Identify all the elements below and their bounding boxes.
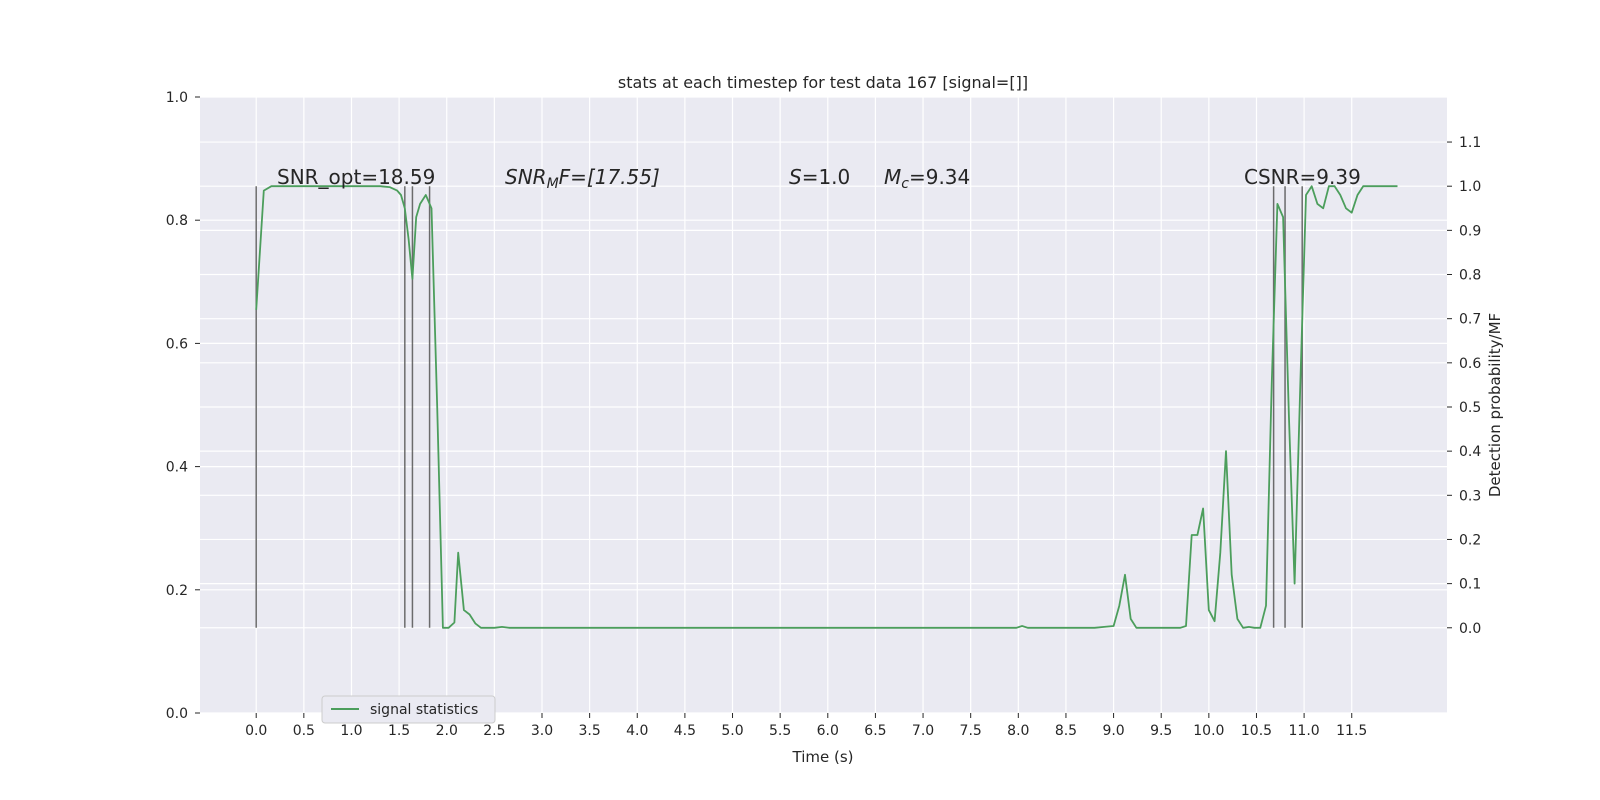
annotation-snr-mf: SNRMF=[17.55] <box>505 165 660 192</box>
y2-tick-label: 0.0 <box>1459 621 1481 637</box>
legend-box <box>321 695 496 724</box>
x-tick-label: 0.0 <box>245 723 267 739</box>
x-tick-label: 8.0 <box>1007 723 1029 739</box>
x-tick-label: 5.0 <box>721 723 743 739</box>
y2-tick-label: 1.0 <box>1459 179 1481 195</box>
x-tick-label: 2.5 <box>483 723 505 739</box>
y2-tick-label: 1.1 <box>1459 135 1481 151</box>
series-line-signal-statistics <box>255 185 1398 629</box>
y2-tick-label: 0.4 <box>1459 444 1481 460</box>
x-tick-label: 7.5 <box>960 723 982 739</box>
x-tick-label: 10.5 <box>1241 723 1272 739</box>
x-tick-label: 9.5 <box>1150 723 1172 739</box>
legend: signal statistics <box>321 695 496 724</box>
x-tick-label: 9.0 <box>1102 723 1124 739</box>
x-tick-label: 6.5 <box>864 723 886 739</box>
x-tick-label: 0.5 <box>293 723 315 739</box>
x-tick-label: 3.5 <box>578 723 600 739</box>
x-tick-label: 1.0 <box>340 723 362 739</box>
x-axis-title: Time (s) <box>792 748 854 766</box>
annotation-snr-opt: SNR_opt=18.59 <box>277 165 435 189</box>
vertical-markers <box>255 186 1303 628</box>
y2-tick-label: 0.6 <box>1459 356 1481 372</box>
chart-title: stats at each timestep for test data 167… <box>618 73 1028 92</box>
x-tick-label: 5.5 <box>769 723 791 739</box>
y2-tick-label: 0.1 <box>1459 577 1481 593</box>
y2-tick-label: 0.2 <box>1459 532 1481 548</box>
x-tick-label: 11.0 <box>1289 723 1320 739</box>
x-tick-label: 7.0 <box>912 723 934 739</box>
x-tick-label: 3.0 <box>531 723 553 739</box>
series-layer <box>255 185 1398 629</box>
x-tick-label: 6.0 <box>817 723 839 739</box>
y-tick-label: 0.2 <box>166 583 188 599</box>
y2-axis-title: Detection probability/MF <box>1486 313 1504 497</box>
y-tick-label: 0.0 <box>166 706 188 722</box>
x-tick-label: 11.5 <box>1336 723 1367 739</box>
grid <box>200 96 1447 714</box>
y-tick-label: 0.4 <box>166 460 188 476</box>
plot-area <box>200 97 1447 713</box>
annotation-mc: Mc=9.34 <box>884 165 970 192</box>
y2-tick-labels: 0.0 0.1 0.2 0.3 0.4 0.5 0.6 0.7 0.8 0.9 1.0 1.1 <box>1447 135 1481 637</box>
x-tick-label: 2.0 <box>436 723 458 739</box>
x-tick-label: 10.0 <box>1193 723 1224 739</box>
y2-tick-label: 0.5 <box>1459 400 1481 416</box>
annotation-csnr: CSNR=9.39 <box>1244 165 1361 189</box>
y2-tick-label: 0.8 <box>1459 268 1481 284</box>
y-tick-label: 1.0 <box>166 90 188 106</box>
y2-tick-label: 0.9 <box>1459 223 1481 239</box>
legend-label: signal statistics <box>370 702 478 718</box>
x-tick-labels: 0.0 0.5 1.0 1.5 2.0 2.5 3.0 3.5 4.0 4.5 5.0 5.5 6.0 6… <box>245 713 1367 739</box>
annotation-s: S=1.0 <box>789 165 850 189</box>
x-tick-label: 4.0 <box>626 723 648 739</box>
y2-tick-label: 0.7 <box>1459 312 1481 328</box>
y-tick-labels: 0.0 0.2 0.4 0.6 0.8 1.0 <box>166 90 200 722</box>
y2-tick-label: 0.3 <box>1459 488 1481 504</box>
x-tick-label: 8.5 <box>1055 723 1077 739</box>
x-tick-label: 1.5 <box>388 723 410 739</box>
x-tick-label: 4.5 <box>674 723 696 739</box>
y-tick-label: 0.8 <box>166 213 188 229</box>
y-tick-label: 0.6 <box>166 336 188 352</box>
